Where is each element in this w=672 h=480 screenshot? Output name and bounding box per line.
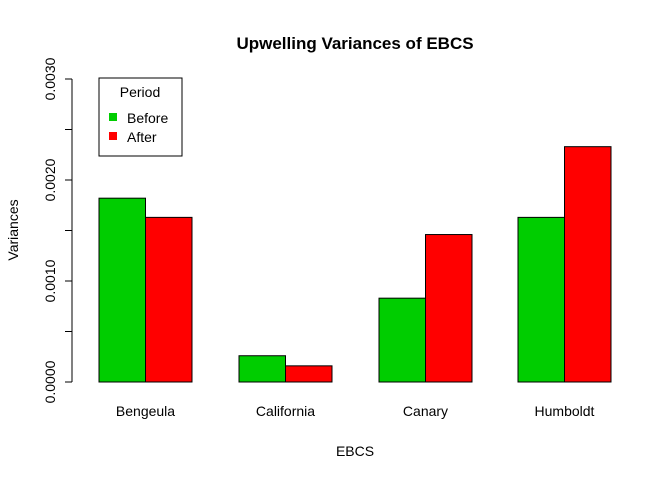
y-axis: 0.0000 0.0010 0.0020 0.0030: [42, 57, 73, 403]
bar-after-canary: [425, 234, 473, 383]
x-category-label: California: [256, 403, 315, 419]
y-axis-title: Variances: [5, 199, 21, 260]
bar-before-california: [238, 355, 286, 383]
bar-before-canary: [378, 297, 426, 383]
legend-title: Period: [120, 84, 160, 100]
x-axis-title: EBCS: [336, 443, 374, 459]
y-tick-label: 0.0000: [42, 360, 58, 403]
bar-after-bengeula: [145, 216, 193, 383]
legend: Period Before After: [98, 77, 183, 157]
bar-after-california: [285, 365, 333, 383]
bars-group: [98, 146, 612, 383]
legend-label-after: After: [127, 129, 157, 145]
legend-swatch-after: [109, 132, 117, 140]
x-category-label: Humboldt: [535, 403, 595, 419]
legend-swatch-before: [109, 113, 117, 121]
legend-label-before: Before: [127, 110, 168, 126]
bar-before-humboldt: [517, 216, 565, 383]
y-tick-label: 0.0020: [42, 158, 58, 201]
x-category-label: Bengeula: [116, 403, 175, 419]
x-category-label: Canary: [403, 403, 448, 419]
y-tick-label: 0.0010: [42, 259, 58, 302]
x-category-labels: Bengeula California Canary Humboldt: [116, 403, 595, 419]
chart-title: Upwelling Variances of EBCS: [236, 34, 473, 53]
bar-before-bengeula: [98, 197, 146, 383]
y-tick-label: 0.0030: [42, 57, 58, 100]
bar-after-humboldt: [564, 146, 612, 383]
